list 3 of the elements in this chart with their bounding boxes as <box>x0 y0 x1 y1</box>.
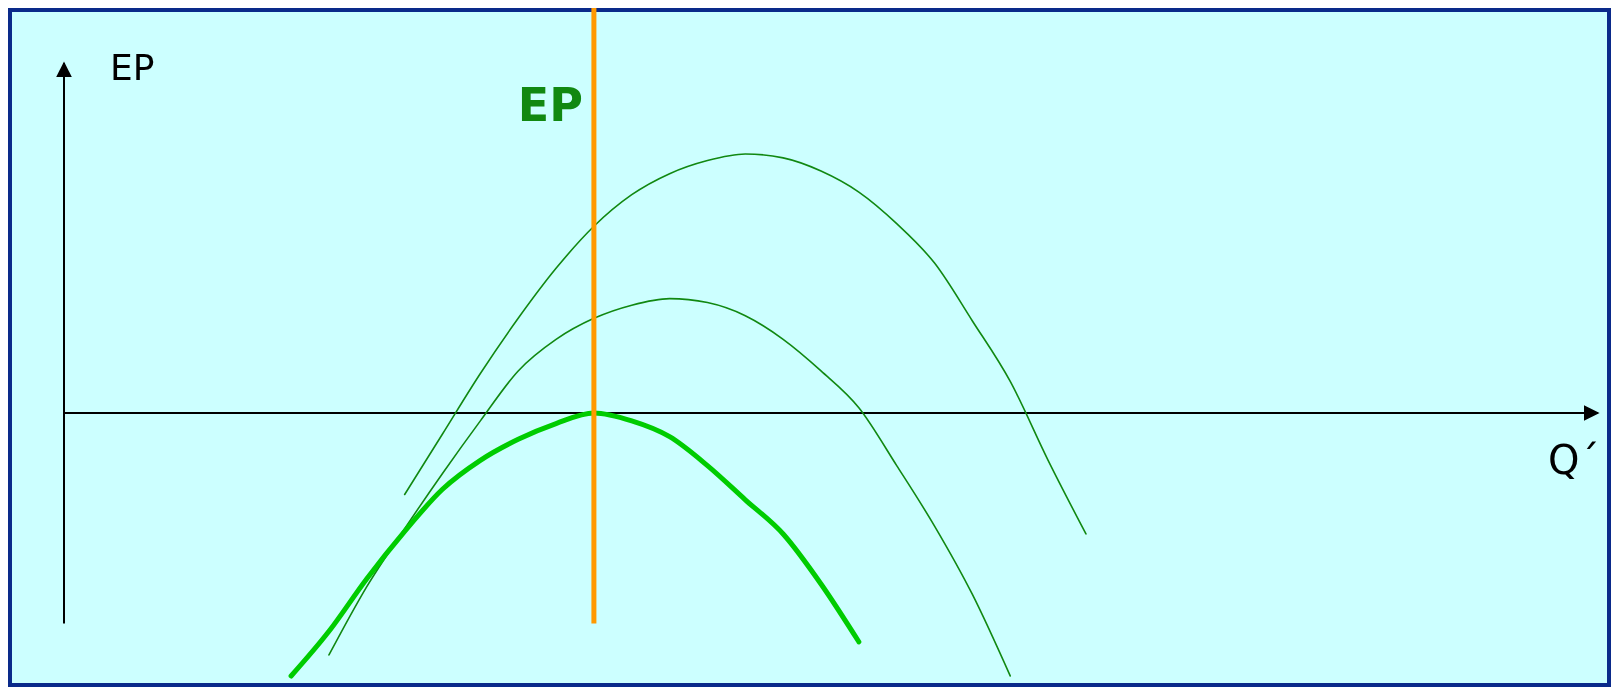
text: EP <box>517 78 583 132</box>
y-axis-title: EP <box>110 47 155 88</box>
x-axis-title: Q´ <box>1548 437 1600 483</box>
